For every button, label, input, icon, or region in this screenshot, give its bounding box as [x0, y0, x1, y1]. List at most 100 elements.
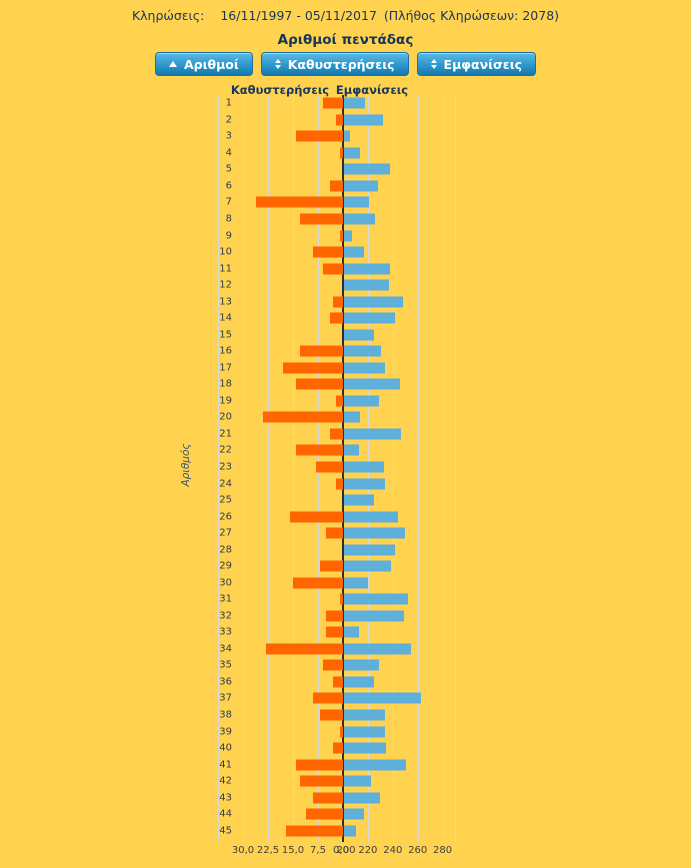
y-axis-label: Αριθμός	[180, 443, 192, 487]
row-number-label: 34	[219, 643, 232, 655]
delay-bar	[336, 478, 343, 490]
appearance-bar	[344, 659, 379, 671]
delay-bar	[333, 742, 343, 754]
chart-row: 14	[218, 310, 455, 327]
sort-both-icon	[274, 59, 281, 69]
appearance-bar	[344, 527, 405, 539]
appearance-bar	[344, 395, 379, 407]
row-number-label: 16	[219, 345, 232, 357]
chart-row: 17	[218, 360, 455, 377]
sort-button-numbers[interactable]: Αριθμοί	[154, 52, 253, 76]
appearance-bar	[344, 444, 359, 456]
row-number-label: 18	[219, 378, 232, 390]
delay-bar	[256, 196, 343, 208]
chart-row: 11	[218, 260, 455, 277]
appearance-bar	[344, 312, 395, 324]
chart-row: 44	[218, 806, 455, 823]
appearance-bar	[344, 180, 378, 192]
appearance-bar	[344, 643, 412, 655]
row-number-label: 30	[219, 577, 232, 589]
gridline	[243, 95, 244, 842]
sort-button-delays[interactable]: Καθυστερήσεις	[260, 52, 409, 76]
row-number-label: 33	[219, 626, 232, 638]
zero-axis-line	[342, 95, 344, 842]
chart-row: 19	[218, 393, 455, 410]
row-number-label: 19	[219, 395, 232, 407]
plot-edge-line	[455, 95, 456, 842]
appearance-bar	[344, 97, 366, 109]
row-number-label: 38	[219, 709, 232, 721]
gridline	[442, 95, 444, 842]
delay-bar	[333, 676, 343, 688]
x-tick-label: 280	[433, 845, 453, 856]
delay-bar	[326, 610, 343, 622]
row-number-label: 22	[219, 444, 232, 456]
row-number-label: 12	[219, 279, 232, 291]
appearance-bar	[344, 428, 402, 440]
chart-row: 23	[218, 459, 455, 476]
chart-row: 45	[218, 822, 455, 839]
chart-row: 2	[218, 112, 455, 129]
x-tick-label: 220	[358, 845, 378, 856]
appearance-bar	[344, 692, 422, 704]
draws-date-range: 16/11/1997 - 05/11/2017	[220, 8, 377, 23]
chart-row: 36	[218, 674, 455, 691]
appearance-bar	[344, 345, 382, 357]
plot-area: 30,0 22,5 15,0 7,5 0,0 200 220 240 260 280 1 2 3 4 5 6 7…	[218, 95, 456, 856]
row-number-label: 41	[219, 759, 232, 771]
delay-bar	[326, 527, 343, 539]
appearance-bar	[344, 726, 386, 738]
chart-row: 6	[218, 178, 455, 195]
appearance-bar	[344, 296, 403, 308]
sort-button-appearances[interactable]: Εμφανίσεις	[416, 52, 536, 76]
appearance-bar	[344, 825, 357, 837]
chart-row: 28	[218, 541, 455, 558]
row-number-label: 2	[225, 114, 232, 126]
delay-bar	[296, 378, 343, 390]
delay-bar	[293, 577, 343, 589]
sort-button-label: Αριθμοί	[183, 56, 239, 72]
row-number-label: 36	[219, 676, 232, 688]
row-number-label: 21	[219, 428, 232, 440]
delay-bar	[323, 659, 343, 671]
appearance-bar	[344, 130, 351, 142]
row-number-label: 40	[219, 742, 232, 754]
delay-bar	[339, 147, 343, 159]
chart-row: 25	[218, 492, 455, 509]
chart-row: 7	[218, 194, 455, 211]
appearance-bar	[344, 196, 369, 208]
appearance-bar	[344, 246, 364, 258]
chart-row: 40	[218, 740, 455, 757]
delay-bar	[323, 97, 343, 109]
row-number-label: 35	[219, 659, 232, 671]
appearance-bar	[344, 279, 389, 291]
chart-row: 22	[218, 442, 455, 459]
row-number-label: 5	[225, 163, 232, 175]
appearance-bar	[344, 775, 372, 787]
delay-bar	[323, 263, 343, 275]
chart-row: 30	[218, 574, 455, 591]
appearance-bar	[344, 511, 398, 523]
x-tick-label: 0,0	[333, 845, 349, 856]
draws-label: Κληρώσεις:	[131, 8, 205, 23]
appearance-bar	[344, 263, 390, 275]
delay-bar	[263, 411, 343, 423]
delay-bar	[336, 114, 343, 126]
chart-row: 33	[218, 624, 455, 641]
chart-row: 27	[218, 525, 455, 542]
delay-bar	[339, 593, 343, 605]
appearance-bar	[344, 114, 383, 126]
delay-bar	[329, 180, 343, 192]
appearance-bar	[344, 610, 404, 622]
appearance-bar	[344, 808, 364, 820]
appearance-bar	[344, 329, 374, 341]
x-tick-label: 7,5	[310, 845, 326, 856]
chart-row: 10	[218, 244, 455, 261]
row-number-label: 28	[219, 544, 232, 556]
appearance-bar	[344, 411, 361, 423]
gridline	[268, 95, 269, 842]
appearance-bar	[344, 494, 374, 506]
delay-bar	[319, 560, 343, 572]
appearance-bar	[344, 230, 352, 242]
delay-bar	[306, 808, 343, 820]
